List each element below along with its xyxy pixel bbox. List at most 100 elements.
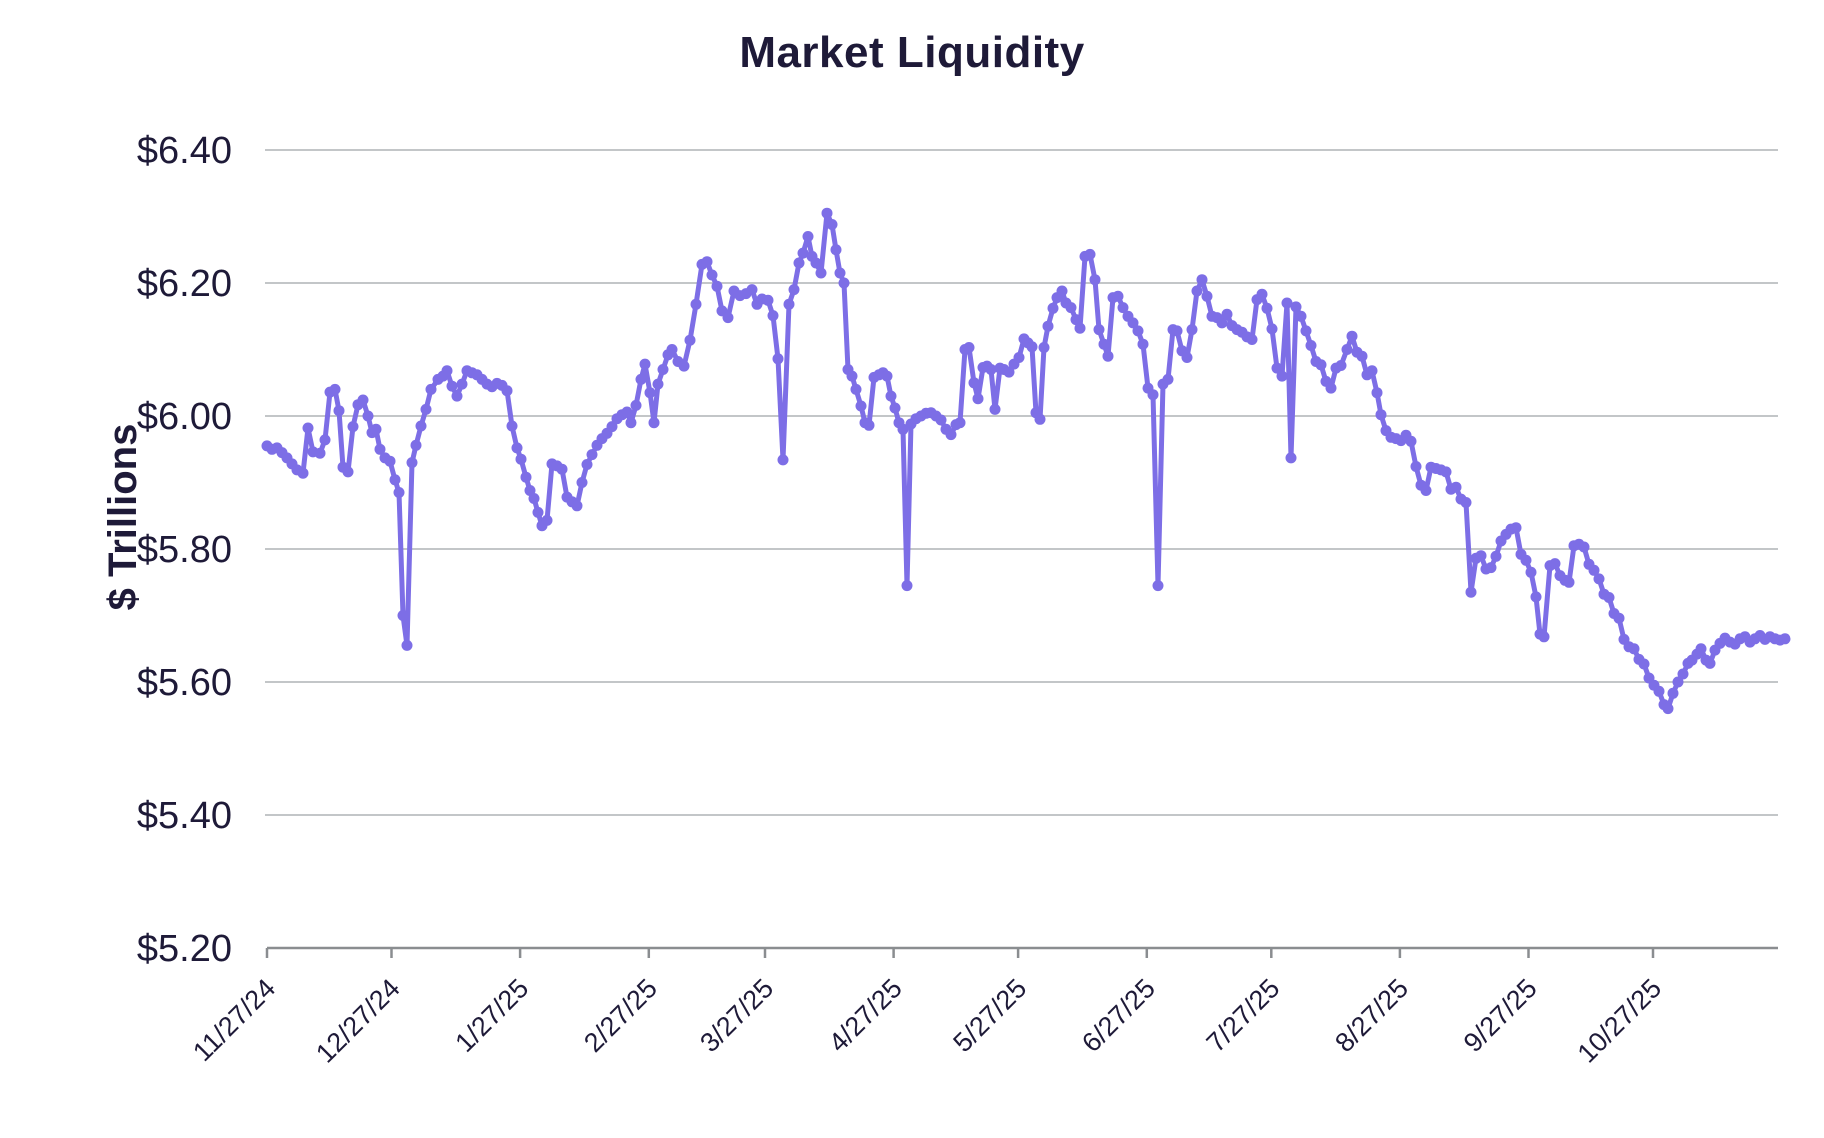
x-tick-label: 1/27/25: [449, 973, 534, 1058]
data-point: [625, 417, 637, 429]
data-point: [889, 402, 901, 414]
data-point: [846, 370, 858, 382]
data-point: [897, 423, 909, 435]
data-point: [722, 312, 734, 324]
data-point: [648, 417, 660, 429]
data-point: [963, 342, 975, 353]
data-point: [393, 487, 405, 498]
data-point: [1276, 370, 1288, 382]
data-point: [630, 399, 642, 411]
liquidity-line: [264, 210, 1788, 712]
data-point: [1147, 389, 1159, 401]
data-point: [1563, 576, 1575, 588]
data-point: [1162, 373, 1174, 385]
data-point: [1285, 452, 1297, 464]
data-point: [329, 383, 341, 395]
data-point: [532, 506, 544, 518]
data-point: [397, 610, 409, 621]
data-point: [1047, 302, 1059, 314]
x-tick-label: 4/27/25: [823, 973, 908, 1058]
data-point: [374, 443, 386, 455]
data-point: [810, 257, 822, 269]
data-point: [706, 269, 718, 281]
data-point: [319, 434, 331, 446]
data-point: [1137, 338, 1149, 350]
data-point: [1256, 288, 1268, 300]
data-point: [701, 256, 713, 268]
x-tick-label: 12/27/24: [310, 973, 406, 1069]
data-point: [1460, 497, 1472, 508]
data-point: [901, 580, 913, 592]
x-tick-label: 5/27/25: [947, 973, 1032, 1058]
data-point: [347, 421, 359, 433]
data-point: [802, 231, 814, 242]
data-point: [1549, 558, 1561, 570]
data-point: [621, 406, 633, 418]
data-point: [968, 377, 980, 389]
data-point: [777, 454, 789, 466]
data-point: [1662, 703, 1674, 715]
data-point: [410, 439, 422, 451]
data-point: [797, 247, 809, 259]
data-point: [1538, 631, 1550, 643]
data-point: [1366, 365, 1378, 377]
data-point: [362, 410, 374, 422]
data-point: [297, 467, 309, 479]
data-point: [1530, 591, 1542, 603]
data-point: [762, 294, 774, 306]
data-point: [1013, 352, 1025, 363]
data-point: [1281, 297, 1293, 309]
x-tick-label: 11/27/24: [187, 973, 281, 1067]
data-point: [1216, 317, 1228, 329]
data-point: [850, 383, 862, 395]
data-point: [441, 365, 453, 377]
data-point: [1117, 302, 1129, 314]
x-tick-label: 10/27/25: [1572, 973, 1668, 1069]
data-point: [1127, 317, 1139, 329]
data-point: [1450, 481, 1462, 493]
data-point: [1603, 592, 1615, 603]
data-point: [945, 429, 957, 441]
data-point: [528, 493, 540, 504]
data-point: [1003, 366, 1015, 378]
data-point: [684, 334, 696, 346]
data-point: [1221, 308, 1233, 320]
data-point: [885, 390, 897, 402]
data-point: [1588, 564, 1600, 576]
data-point: [788, 284, 800, 296]
data-point: [302, 422, 314, 434]
data-point: [541, 514, 553, 526]
data-point: [1628, 643, 1640, 655]
data-point: [639, 358, 651, 370]
data-point: [1056, 285, 1068, 297]
data-point: [1102, 350, 1114, 362]
x-tick-label: 8/27/25: [1329, 973, 1414, 1058]
data-point: [711, 280, 723, 292]
data-point: [1315, 359, 1327, 371]
data-point: [446, 380, 458, 392]
y-tick-label: $6.40: [137, 130, 232, 172]
x-tick-label: 3/27/25: [694, 973, 779, 1058]
data-point: [1520, 554, 1532, 566]
data-point: [1070, 314, 1082, 326]
data-point: [1420, 485, 1432, 496]
data-point: [1026, 341, 1038, 353]
y-tick-label: $5.60: [137, 662, 232, 704]
data-point: [793, 257, 805, 269]
x-tick-label: 6/27/25: [1076, 973, 1161, 1058]
data-point: [1779, 633, 1791, 645]
data-point: [406, 457, 418, 469]
data-point: [834, 267, 846, 279]
data-point: [815, 267, 827, 279]
data-point: [1034, 413, 1046, 425]
data-point: [972, 393, 984, 405]
data-point: [1132, 325, 1144, 337]
data-point: [1405, 435, 1417, 447]
data-point: [1065, 302, 1077, 314]
y-tick-label: $6.00: [137, 396, 232, 438]
x-tick-label: 9/27/25: [1458, 973, 1543, 1058]
data-point: [1196, 274, 1208, 286]
data-point: [506, 420, 518, 432]
data-point: [1593, 573, 1605, 585]
y-tick-label: $5.20: [137, 928, 232, 970]
